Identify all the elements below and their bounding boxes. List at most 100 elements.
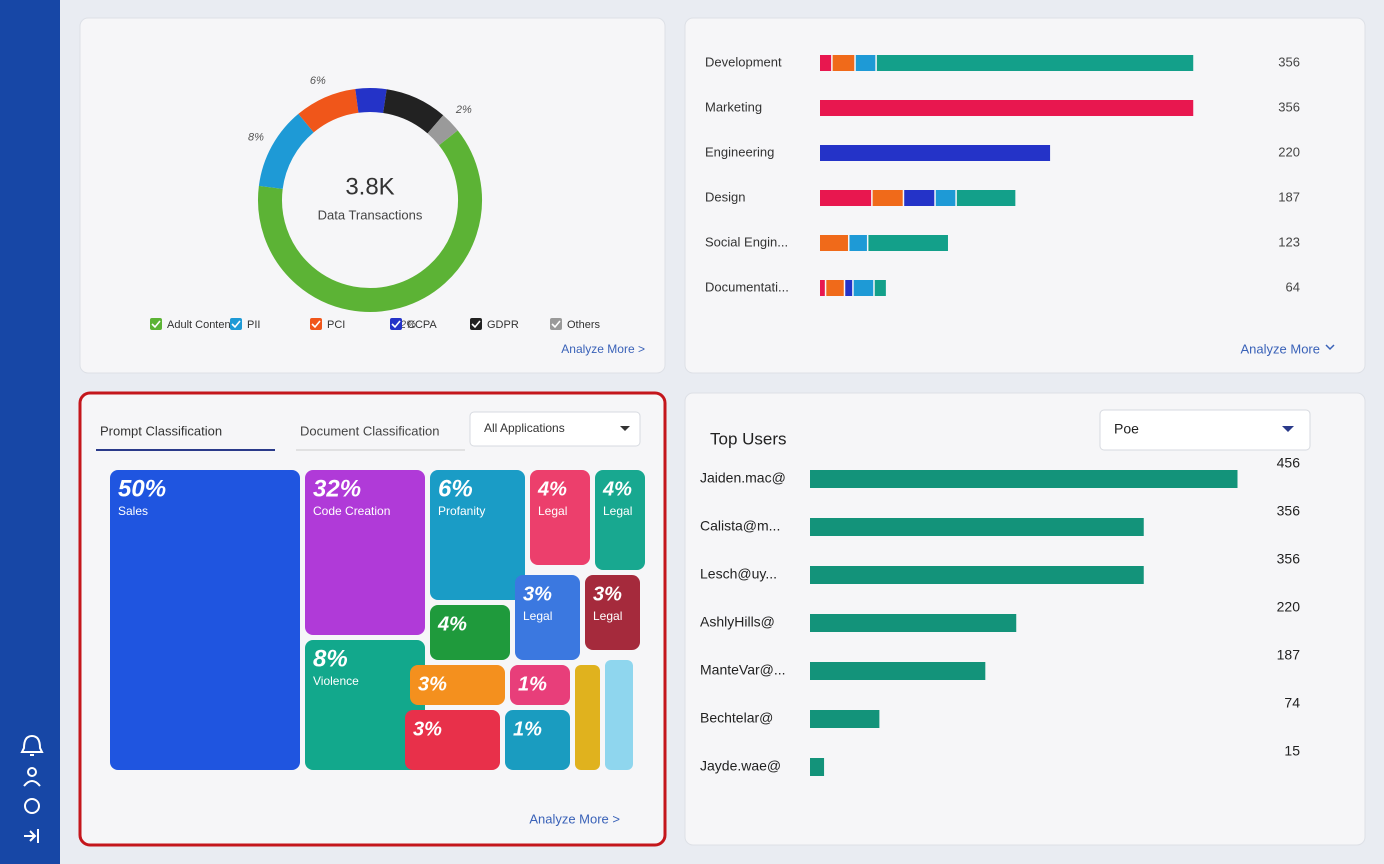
bar-segment (849, 235, 867, 251)
user-value: 220 (1277, 599, 1301, 615)
treemap-tile (510, 665, 570, 705)
dropdown-text: Poe (1114, 421, 1139, 437)
tile-name: Legal (593, 609, 622, 623)
tile-percent: 8% (313, 645, 348, 672)
donut-segment (382, 89, 444, 134)
user-value: 356 (1277, 503, 1301, 519)
tab[interactable]: Prompt Classification (100, 423, 222, 438)
user-value: 187 (1277, 647, 1301, 663)
legend-label: Adult Content (167, 319, 234, 331)
help-icon[interactable] (24, 798, 40, 814)
treemap-strip (575, 665, 600, 770)
sidebar (0, 0, 60, 864)
user-icon-body (23, 780, 41, 787)
tile-percent: 4% (602, 478, 632, 500)
user-name[interactable]: Bechtelar@ (700, 710, 773, 726)
user-name[interactable]: Calista@m... (700, 518, 780, 534)
legend-checkbox[interactable] (310, 318, 322, 330)
treemap-tile (430, 470, 525, 600)
user-icon[interactable] (27, 767, 37, 777)
tile-percent: 3% (593, 583, 622, 605)
tile-percent: 3% (413, 718, 442, 740)
check-icon (551, 320, 561, 329)
bar-segment (820, 100, 1194, 116)
tile-percent: 3% (418, 673, 447, 695)
bar-segment (874, 280, 886, 296)
top-users-card (684, 392, 1366, 846)
department-name: Design (705, 189, 745, 204)
department-total: 187 (1278, 189, 1300, 204)
treemap-tile (515, 575, 580, 660)
donut-segment (258, 113, 314, 190)
department-total: 64 (1286, 279, 1300, 294)
bar-segment (826, 280, 844, 296)
treemap-tile (305, 470, 425, 635)
bar-segment (876, 55, 1194, 71)
tile-percent: 32% (313, 475, 361, 502)
department-name: Development (705, 54, 782, 69)
check-icon (311, 320, 321, 329)
user-bar (810, 614, 1017, 632)
treemap-tile (505, 710, 570, 770)
bar-segment (820, 235, 848, 251)
bar-segment (853, 280, 874, 296)
legend-checkbox[interactable] (230, 318, 242, 330)
tile-percent: 3% (523, 583, 552, 605)
donut-segment (355, 88, 387, 114)
user-bar (810, 662, 986, 680)
tile-name: Code Creation (313, 504, 390, 518)
treemap-tile (110, 470, 300, 770)
bar-segment (855, 55, 876, 71)
department-name: Documentati... (705, 279, 789, 294)
legend-checkbox[interactable] (470, 318, 482, 330)
bar-segment (820, 190, 872, 206)
bar-segment (820, 55, 832, 71)
department-total: 356 (1278, 99, 1300, 114)
tab[interactable]: Document Classification (300, 423, 439, 438)
treemap-strip (605, 660, 633, 770)
legend-label: PII (247, 319, 260, 331)
user-value: 74 (1284, 695, 1300, 711)
user-name[interactable]: ManteVar@... (700, 662, 786, 678)
percent-label: 8% (248, 131, 264, 143)
tile-name: Sales (118, 504, 148, 518)
legend-checkbox[interactable] (550, 318, 562, 330)
logout-icon[interactable] (24, 829, 39, 843)
tile-name: Legal (538, 504, 567, 518)
analyze-more[interactable]: Analyze More > (561, 342, 645, 356)
bar-segment (868, 235, 948, 251)
tile-percent: 4% (437, 613, 467, 635)
legend-label: Others (567, 319, 601, 331)
user-value: 456 (1277, 455, 1301, 471)
department-total: 356 (1278, 54, 1300, 69)
bar-segment (872, 190, 903, 206)
check-icon (471, 320, 481, 329)
department-total: 220 (1278, 144, 1300, 159)
department-name: Engineering (705, 144, 774, 159)
donut-segment (427, 115, 458, 146)
app-dropdown[interactable] (469, 411, 641, 447)
legend-checkbox[interactable] (390, 318, 402, 330)
user-name[interactable]: Lesch@uy... (700, 566, 777, 582)
percent-label: 6% (310, 75, 326, 87)
user-bar (810, 566, 1144, 584)
analyze-more[interactable]: Analyze More > (529, 811, 620, 826)
user-name[interactable]: Jaiden.mac@ (700, 470, 786, 486)
treemap-tile (430, 605, 510, 660)
dropdown-arrow (620, 426, 630, 431)
tile-name: Legal (523, 609, 552, 623)
tile-percent: 1% (513, 718, 542, 740)
dropdown-text: All Applications (484, 421, 565, 435)
tile-name: Legal (603, 504, 632, 518)
tile-percent: 1% (518, 673, 547, 695)
legend-checkbox[interactable] (150, 318, 162, 330)
user-name[interactable]: AshlyHills@ (700, 614, 775, 630)
donut-center-label: Data Transactions (318, 207, 423, 222)
bar-segment (832, 55, 855, 71)
user-dropdown[interactable] (1099, 409, 1311, 451)
bell-icon[interactable] (20, 734, 44, 756)
user-name[interactable]: Jayde.wae@ (700, 758, 781, 774)
analyze-more[interactable]: Analyze More (1241, 341, 1320, 356)
